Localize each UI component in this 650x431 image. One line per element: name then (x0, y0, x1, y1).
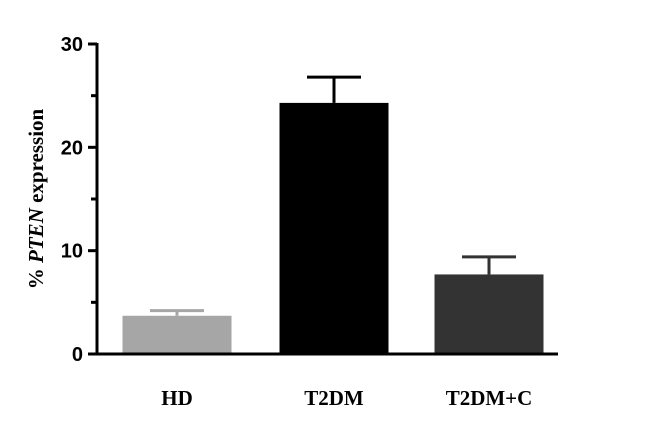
x-category-label: HD (161, 386, 193, 410)
y-axis-label: % PTEN expression (24, 108, 48, 289)
x-category-label: T2DM+C (446, 386, 533, 410)
error-bars (150, 75, 516, 316)
y-axis-label-prefix: % (24, 263, 48, 289)
bar (122, 315, 232, 354)
category-labels: HD T2DM T2DM+C (161, 386, 532, 410)
y-tick-label: 0 (72, 344, 83, 366)
y-tick-label: 20 (61, 137, 83, 159)
y-tick-label: 30 (61, 34, 83, 56)
y-axis-label-italic: PTEN (24, 207, 48, 264)
bars (122, 102, 544, 355)
bar (279, 102, 389, 355)
x-category-label: T2DM (304, 386, 364, 410)
y-axis-ticks: 0 10 20 30 (61, 34, 97, 366)
y-tick-label: 10 (61, 241, 83, 263)
y-axis-label-suffix: expression (24, 108, 48, 208)
bar (434, 274, 544, 354)
